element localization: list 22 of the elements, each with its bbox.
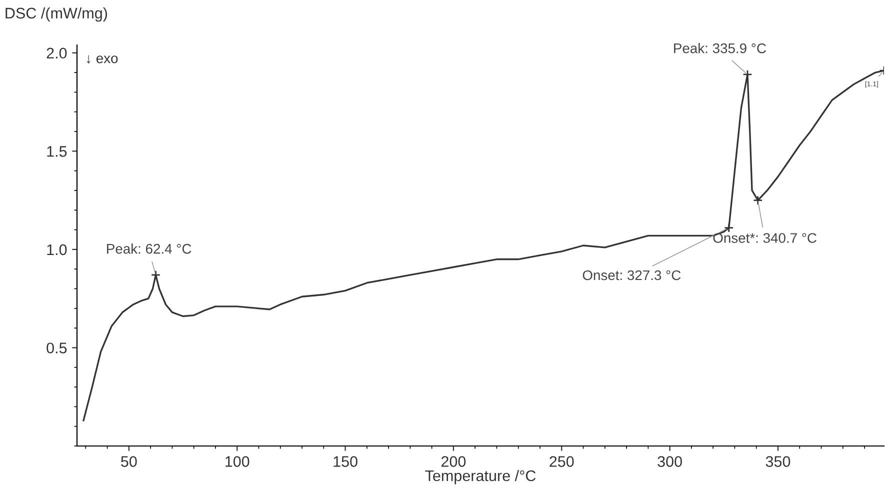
x-tick-label: 50 <box>121 456 137 467</box>
annotation: Peak: 335.9 °C <box>674 43 766 54</box>
x-axis-title: Temperature /°C <box>425 470 536 484</box>
annotation: Onset: 327.3 °C <box>582 270 681 280</box>
point <box>150 270 161 280</box>
x-tick-label: 150 <box>334 456 358 467</box>
x-tick-label: 300 <box>658 456 682 467</box>
x-tick-label: 100 <box>226 456 250 467</box>
y-tick-label: 0.5 <box>46 342 67 354</box>
x-tick-label: 350 <box>766 456 790 467</box>
x-tick-label: 250 <box>550 456 574 467</box>
x-tick-label: 200 <box>441 456 466 467</box>
annotation: Onset*: 340.7 °C <box>713 233 816 243</box>
y-tick-label: 2.0 <box>46 48 67 59</box>
y-tick-label: 1.5 <box>47 146 67 157</box>
point <box>753 195 763 206</box>
y-tick-label: 1.0 <box>47 244 67 256</box>
point <box>724 222 734 233</box>
y-axis-title: DSC /(mW/mg) <box>6 7 108 22</box>
point <box>742 70 752 80</box>
annotation: Peak: 62.4 °C <box>107 244 192 254</box>
annotation: ↓ exo <box>86 55 118 64</box>
